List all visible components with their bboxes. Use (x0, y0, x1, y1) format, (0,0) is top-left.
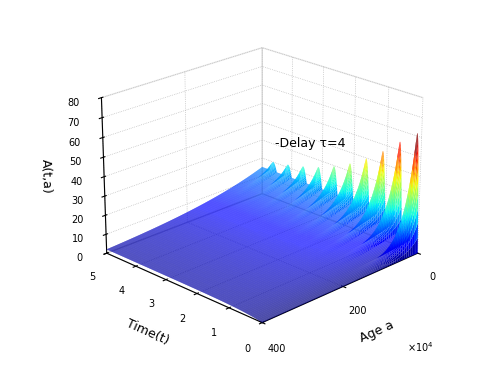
Y-axis label: Time(t): Time(t) (124, 317, 172, 347)
X-axis label: Age a: Age a (358, 318, 396, 345)
Text: $\times 10^4$: $\times 10^4$ (407, 340, 434, 354)
Text: -Delay τ=4: -Delay τ=4 (275, 137, 345, 150)
